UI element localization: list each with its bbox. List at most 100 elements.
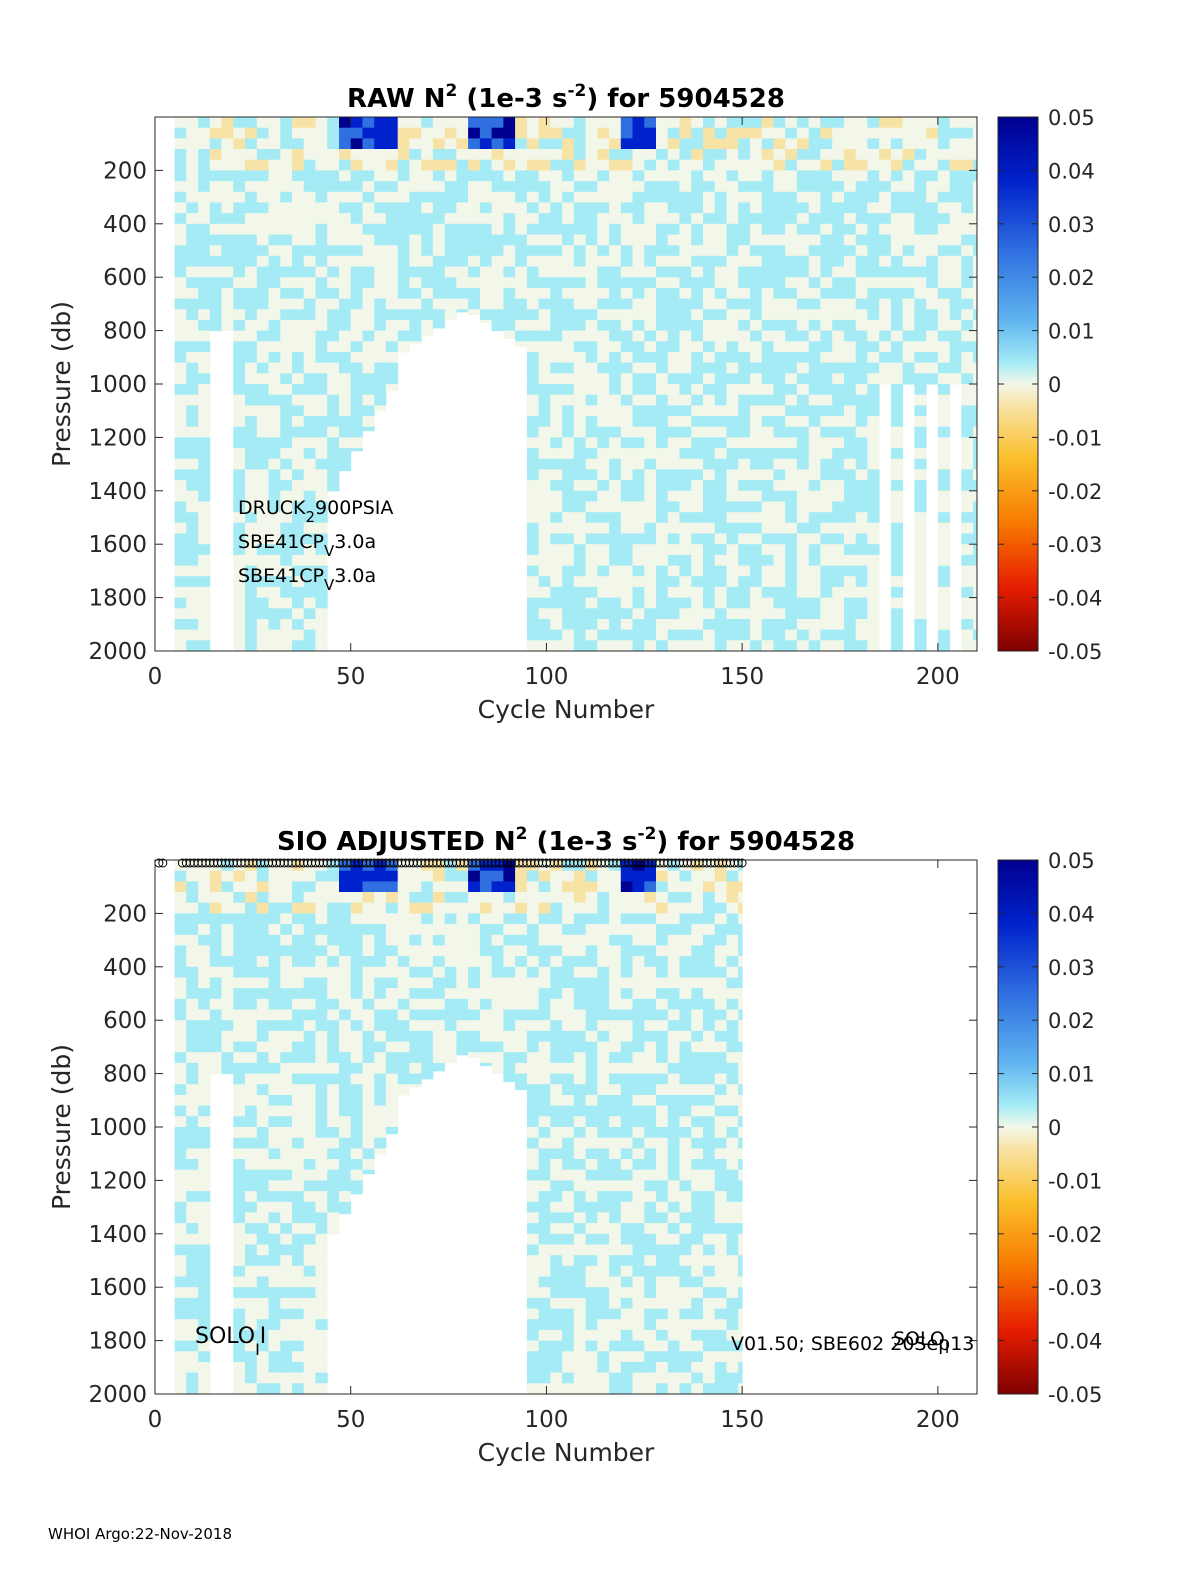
heatmap-cell bbox=[339, 1191, 352, 1203]
heatmap-cell bbox=[327, 1009, 340, 1021]
heatmap-cell bbox=[233, 362, 246, 374]
heatmap-cell bbox=[385, 1105, 399, 1117]
heatmap-cell bbox=[550, 138, 563, 150]
heatmap-cell bbox=[714, 924, 727, 936]
heatmap-cell bbox=[750, 416, 763, 428]
heatmap-cell bbox=[703, 1297, 716, 1310]
heatmap-cell bbox=[327, 255, 340, 267]
heatmap-cell bbox=[609, 266, 622, 278]
heatmap-cell bbox=[738, 533, 751, 545]
heatmap-cell bbox=[198, 902, 211, 914]
heatmap-cell bbox=[491, 287, 504, 300]
heatmap-cell bbox=[808, 202, 821, 214]
heatmap-cell bbox=[303, 384, 316, 396]
heatmap-cell bbox=[632, 437, 645, 449]
heatmap-cell bbox=[703, 127, 716, 139]
heatmap-cell bbox=[632, 892, 645, 904]
heatmap-cell bbox=[750, 191, 763, 203]
heatmap-cell bbox=[174, 1030, 187, 1043]
heatmap-cell bbox=[421, 924, 434, 936]
heatmap-cell bbox=[937, 426, 951, 438]
heatmap-cell bbox=[573, 426, 586, 438]
heatmap-cell bbox=[620, 608, 633, 620]
heatmap-cell bbox=[785, 159, 798, 171]
heatmap-cell bbox=[421, 1009, 434, 1021]
heatmap-cell bbox=[679, 881, 692, 893]
heatmap-cell bbox=[808, 619, 821, 631]
heatmap-cell bbox=[280, 1084, 293, 1096]
heatmap-cell bbox=[339, 223, 352, 235]
heatmap-cell bbox=[362, 913, 375, 925]
heatmap-cell bbox=[327, 1148, 340, 1160]
heatmap-cell bbox=[374, 266, 387, 278]
heatmap-cell bbox=[796, 629, 810, 641]
heatmap-cell bbox=[609, 1105, 622, 1117]
heatmap-cell bbox=[198, 576, 211, 588]
heatmap-cell bbox=[468, 924, 481, 936]
heatmap-cell bbox=[761, 223, 774, 235]
heatmap-cell bbox=[714, 881, 727, 893]
heatmap-cell bbox=[609, 619, 622, 631]
heatmap-cell bbox=[362, 181, 375, 193]
heatmap-cell bbox=[679, 1212, 692, 1224]
heatmap-cell bbox=[703, 362, 716, 374]
heatmap-cell bbox=[256, 149, 269, 161]
heatmap-cell bbox=[256, 1351, 269, 1363]
heatmap-cell bbox=[174, 159, 187, 171]
heatmap-cell bbox=[597, 437, 610, 449]
heatmap-cell bbox=[890, 597, 904, 609]
heatmap-cell bbox=[432, 1041, 446, 1053]
heatmap-cell bbox=[233, 458, 246, 470]
heatmap-cell bbox=[597, 576, 610, 588]
heatmap-cell bbox=[573, 1329, 586, 1342]
heatmap-cell bbox=[174, 202, 187, 214]
heatmap-cell bbox=[327, 1180, 340, 1192]
heatmap-cell bbox=[914, 352, 927, 364]
heatmap-cell bbox=[186, 870, 199, 882]
heatmap-cell bbox=[526, 1084, 540, 1096]
heatmap-cell bbox=[926, 149, 939, 161]
heatmap-cell bbox=[656, 352, 669, 364]
heatmap-cell bbox=[327, 945, 340, 957]
heatmap-cell bbox=[444, 202, 457, 214]
heatmap-cell bbox=[644, 170, 657, 182]
heatmap-cell bbox=[785, 480, 798, 492]
heatmap-cell bbox=[620, 860, 633, 872]
heatmap-cell bbox=[726, 266, 739, 278]
heatmap-cell bbox=[890, 640, 904, 652]
heatmap-cell bbox=[538, 170, 551, 182]
heatmap-cell bbox=[174, 319, 187, 332]
heatmap-cell bbox=[679, 234, 692, 246]
heatmap-cell bbox=[667, 319, 680, 332]
heatmap-cell bbox=[409, 298, 422, 310]
heatmap-cell bbox=[562, 1372, 575, 1384]
heatmap-cell bbox=[714, 1287, 727, 1299]
heatmap-cell bbox=[479, 319, 493, 324]
heatmap-cell bbox=[726, 437, 739, 449]
heatmap-cell bbox=[632, 1265, 645, 1277]
heatmap-cell bbox=[855, 384, 868, 396]
heatmap-cell bbox=[256, 956, 269, 968]
heatmap-cell bbox=[479, 170, 493, 182]
heatmap-cell bbox=[233, 202, 246, 214]
heatmap-cell bbox=[832, 554, 845, 567]
heatmap-cell bbox=[280, 629, 293, 641]
heatmap-cell bbox=[973, 384, 978, 396]
heatmap-cell bbox=[456, 191, 469, 203]
heatmap-cell bbox=[714, 1009, 727, 1021]
heatmap-cell bbox=[174, 362, 187, 374]
heatmap-cell bbox=[796, 287, 810, 300]
heatmap-cell bbox=[961, 330, 974, 342]
heatmap-cell bbox=[256, 426, 269, 438]
heatmap-cell bbox=[444, 245, 457, 257]
heatmap-cell bbox=[656, 1020, 669, 1032]
heatmap-cell bbox=[198, 394, 211, 406]
heatmap-cell bbox=[221, 966, 234, 978]
heatmap-cell bbox=[174, 629, 187, 641]
heatmap-cell bbox=[738, 298, 751, 310]
heatmap-cell bbox=[573, 287, 586, 300]
heatmap-cell bbox=[350, 881, 363, 893]
heatmap-cell bbox=[186, 1169, 199, 1181]
heatmap-cell bbox=[538, 1319, 551, 1331]
heatmap-cell bbox=[879, 319, 892, 332]
